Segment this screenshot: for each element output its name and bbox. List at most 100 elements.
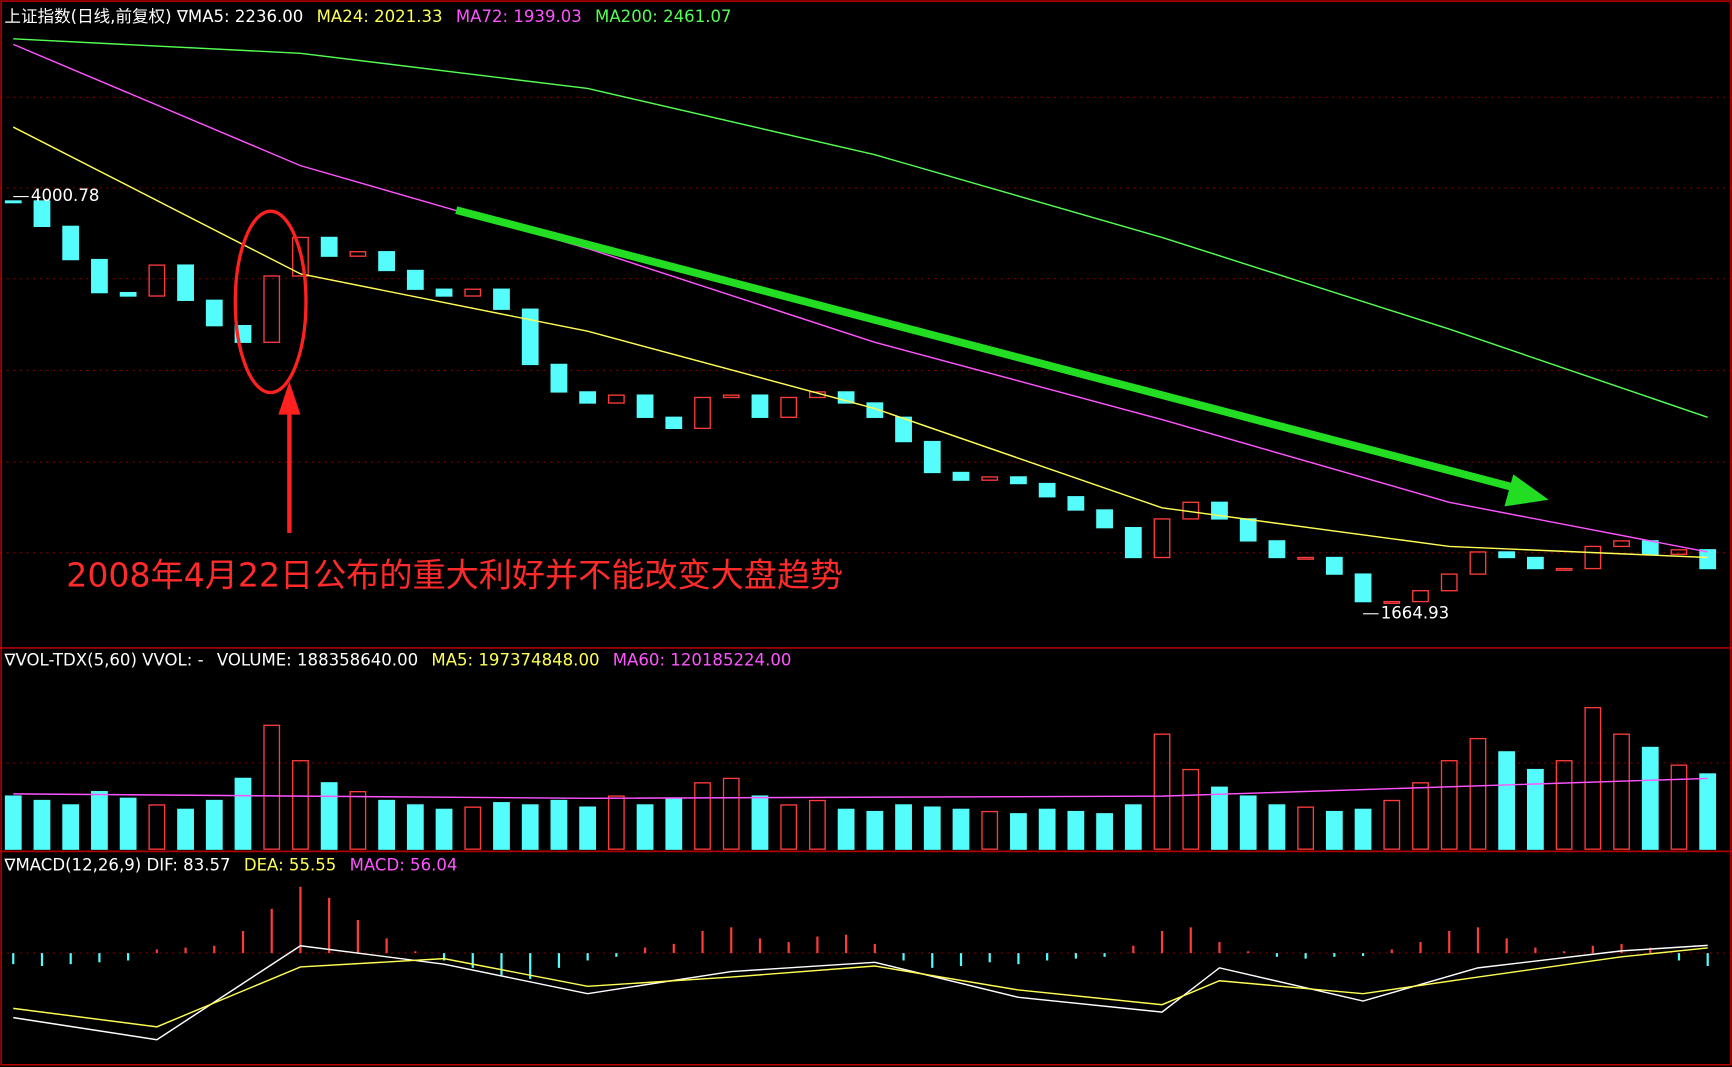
volume-bar — [665, 797, 683, 850]
trend-arrow-head — [1504, 474, 1549, 507]
volume-bar — [521, 804, 539, 850]
volume-bar — [1412, 782, 1429, 850]
candle — [378, 251, 396, 272]
candle — [694, 396, 711, 430]
volume-bar — [866, 810, 884, 850]
candle — [464, 288, 482, 297]
candle — [205, 299, 223, 327]
volume-bar — [550, 799, 568, 850]
candle — [1412, 590, 1429, 603]
volume-bar — [1354, 808, 1372, 850]
volume-bar — [809, 799, 826, 850]
highlight-ellipse — [233, 209, 308, 395]
volume-bar — [1239, 795, 1257, 850]
volume-bar — [4, 795, 22, 850]
volume-bar — [349, 791, 367, 850]
candle — [1584, 545, 1602, 570]
panel-header: MA24: 2021.33 — [317, 7, 443, 26]
candle — [1325, 556, 1343, 575]
volume-bar — [1383, 799, 1401, 850]
annotation: 2008年4月22日公布的重大利好并不能改变大盘趋势 — [66, 556, 843, 595]
candle — [923, 440, 941, 474]
volume-bar — [435, 808, 453, 850]
macd-line — [13, 947, 1708, 1028]
candle — [866, 402, 884, 418]
volume-bar — [694, 782, 711, 850]
volume-bar — [1124, 804, 1142, 850]
volume-bar — [579, 806, 597, 850]
volume-bar — [1699, 773, 1717, 850]
ma-line — [12, 126, 1708, 559]
candle — [1383, 600, 1401, 604]
candle — [1268, 540, 1286, 559]
volume-bar — [952, 808, 970, 850]
candle — [837, 391, 855, 404]
volume-bar — [205, 799, 223, 850]
candle — [981, 476, 999, 481]
volume-bar — [780, 804, 798, 850]
volume-bar — [1584, 706, 1602, 850]
volume-bar — [1670, 764, 1688, 850]
panel-header: ∇MACD(12,26,9) DIF: 83.57 — [3, 855, 230, 874]
ma-line — [12, 43, 1708, 553]
candle — [1124, 527, 1142, 559]
candle — [607, 394, 625, 404]
volume-bar — [119, 797, 137, 850]
volume-bar — [1211, 786, 1228, 850]
ma-line — [13, 38, 1708, 418]
volume-bar — [234, 777, 252, 850]
candle — [1297, 556, 1315, 560]
candle — [177, 264, 194, 301]
volume-bar — [1526, 768, 1544, 850]
volume-bar — [378, 799, 396, 850]
volume-bar — [923, 806, 941, 850]
candle — [1067, 496, 1085, 511]
candle — [1641, 540, 1659, 555]
candle — [780, 396, 798, 418]
volume-bar — [263, 724, 281, 850]
volume-bar — [1613, 733, 1630, 850]
panel-header: VOLUME: 188358640.00 — [217, 651, 418, 670]
candle — [722, 394, 740, 399]
candle — [33, 200, 51, 228]
candle — [895, 416, 912, 443]
panel-header: MA5: 197374848.00 — [431, 651, 599, 670]
candle — [119, 291, 137, 297]
volume-bar — [751, 795, 769, 850]
volume-bar — [292, 760, 309, 850]
candle — [1010, 476, 1027, 485]
candle — [521, 308, 539, 366]
volume-bar — [406, 804, 424, 850]
trend-arrow-shaft — [455, 206, 1520, 493]
candle — [320, 236, 338, 257]
candle — [1555, 567, 1573, 571]
candle — [292, 236, 309, 277]
candle — [263, 275, 281, 343]
panel-header: ∇VOL-TDX(5,60) VVOL: - — [3, 651, 203, 670]
volume-bar — [1038, 808, 1056, 850]
volume-bar — [1010, 813, 1027, 850]
candle — [1469, 551, 1487, 575]
candle — [1526, 556, 1544, 570]
macd-line — [13, 944, 1708, 1041]
candle — [1498, 551, 1516, 559]
candle — [1038, 482, 1056, 498]
panel-header: 上证指数(日线,前复权) ∇MA5: 2236.00 — [4, 7, 303, 26]
volume-ma-line — [13, 777, 1708, 800]
volume-bar — [837, 808, 855, 850]
candle — [435, 288, 453, 297]
candle — [1153, 518, 1171, 559]
volume-bar — [148, 804, 166, 850]
plot: 上证指数(日线,前复权) ∇MA5: 2236.00 MA24: 2021.33 M… — [3, 7, 1717, 1041]
volume-bar — [1498, 751, 1516, 850]
volume-bar — [177, 808, 194, 850]
volume-bar — [607, 795, 625, 850]
volume-bar — [1641, 746, 1659, 850]
candle — [636, 394, 654, 418]
volume-bar — [1297, 806, 1315, 850]
volume-bar — [33, 799, 51, 850]
extreme-label: 4000.78 — [31, 186, 99, 205]
